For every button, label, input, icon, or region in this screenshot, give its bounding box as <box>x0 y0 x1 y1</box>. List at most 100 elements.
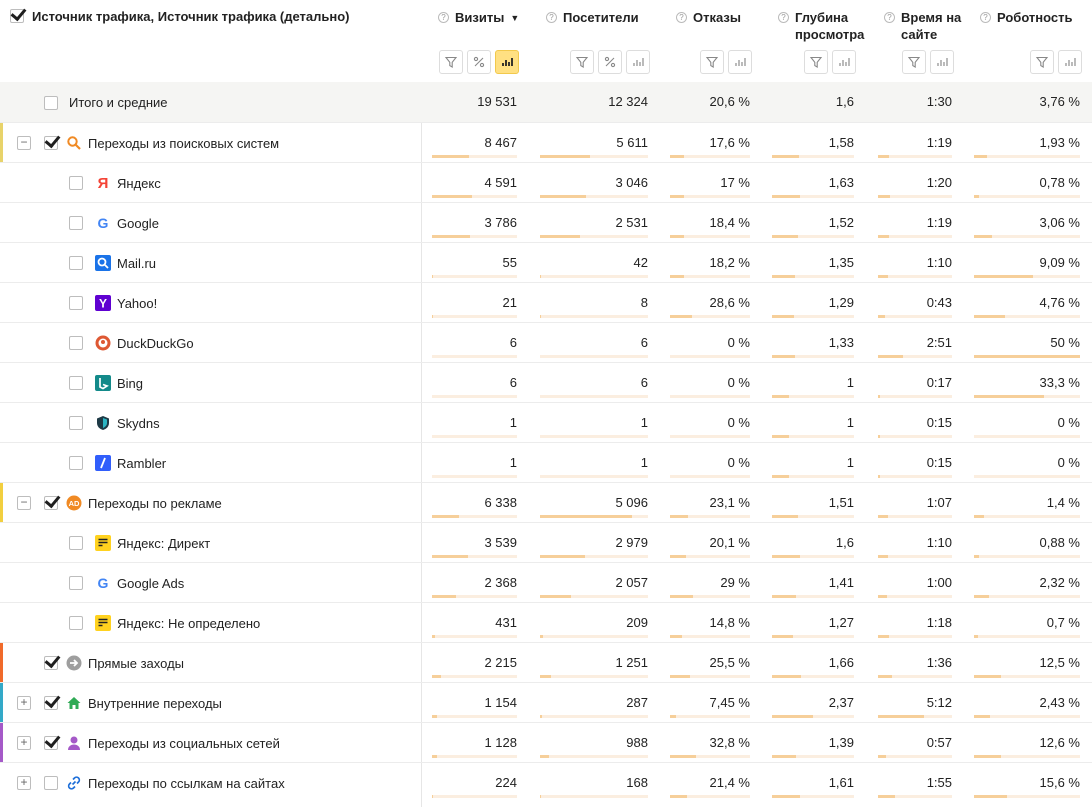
row-label-text[interactable]: Yahoo! <box>117 295 158 311</box>
filter-icon[interactable] <box>902 50 926 74</box>
row-label-text[interactable]: Яндекс: Директ <box>117 535 211 551</box>
column-header-visits[interactable]: ? Визиты ▼ <box>438 9 519 27</box>
row-checkbox[interactable] <box>44 736 58 750</box>
row-label-text[interactable]: Переходы по ссылкам на сайтах <box>88 775 285 791</box>
table-row[interactable]: Rambler 1 1 0 % 1 0:15 0 % <box>0 442 1092 482</box>
bar-chart-icon[interactable] <box>495 50 519 74</box>
row-label-text[interactable]: Переходы из поисковых систем <box>88 135 280 151</box>
cell-bounces: 0 % <box>660 403 758 443</box>
row-checkbox[interactable] <box>69 256 83 270</box>
metric-value: 33,3 % <box>1039 375 1080 390</box>
help-icon[interactable]: ? <box>778 12 789 23</box>
cell-visitors: 3 046 <box>530 163 656 203</box>
row-checkbox[interactable] <box>44 95 58 110</box>
row-label-text[interactable]: Rambler <box>117 455 167 471</box>
help-icon[interactable]: ? <box>676 12 687 23</box>
row-checkbox[interactable] <box>69 296 83 310</box>
row-label: Итого и средние <box>44 95 167 110</box>
header-dimension[interactable]: Источник трафика, Источник трафика (дета… <box>10 8 350 25</box>
cell-time: 1:00 <box>868 563 960 603</box>
table-row[interactable]: Mail.ru 55 42 18,2 % 1,35 1:10 9,09 % <box>0 242 1092 282</box>
row-label-text[interactable]: Mail.ru <box>117 255 157 271</box>
row-label-text[interactable]: Skydns <box>117 415 160 431</box>
row-label-text[interactable]: DuckDuckGo <box>117 335 194 351</box>
filter-icon[interactable] <box>700 50 724 74</box>
filter-icon[interactable] <box>804 50 828 74</box>
table-row[interactable]: DuckDuckGo 6 6 0 % 1,33 2:51 50 % <box>0 322 1092 362</box>
column-header-robots[interactable]: ? Роботность <box>980 9 1073 26</box>
bar-chart-icon[interactable] <box>832 50 856 74</box>
row-checkbox[interactable] <box>44 656 58 670</box>
filter-icon[interactable] <box>570 50 594 74</box>
row-checkbox[interactable] <box>69 176 83 190</box>
table-row[interactable]: Bing 6 6 0 % 1 0:17 33,3 % <box>0 362 1092 402</box>
collapse-button[interactable]: − <box>17 496 31 510</box>
row-label-text[interactable]: Google Ads <box>117 575 185 591</box>
select-all-checkbox[interactable] <box>10 9 24 23</box>
metric-value: 0 % <box>1057 455 1080 470</box>
table-row[interactable]: Яндекс: Не определено 431 209 14,8 % 1,27 1:1… <box>0 602 1092 642</box>
help-icon[interactable]: ? <box>884 12 895 23</box>
column-header-time[interactable]: ? Время на сайте <box>884 9 981 43</box>
group-row[interactable]: + Переходы из социальных сетей 1 128 988 32,… <box>0 722 1092 763</box>
table-row[interactable]: Я Яндекс 4 591 3 046 17 % 1,63 1:20 0,78 % <box>0 162 1092 202</box>
table-row[interactable]: Яндекс: Директ 3 539 2 979 20,1 % 1,6 1:10 0,8… <box>0 522 1092 562</box>
filter-icon[interactable] <box>439 50 463 74</box>
metric-bar <box>878 595 952 598</box>
row-checkbox[interactable] <box>69 376 83 390</box>
metric-value: 0:17 <box>926 375 952 390</box>
collapse-button[interactable]: − <box>17 136 31 150</box>
row-checkbox[interactable] <box>69 216 83 230</box>
row-checkbox[interactable] <box>69 616 83 630</box>
row-label-text[interactable]: Переходы из социальных сетей <box>88 735 280 751</box>
help-icon[interactable]: ? <box>546 12 557 23</box>
row-label-text[interactable]: Яндекс: Не определено <box>117 615 261 631</box>
filter-icon[interactable] <box>1030 50 1054 74</box>
table-row[interactable]: G Google Ads 2 368 2 057 29 % 1,41 1:00 2,32 % <box>0 562 1092 602</box>
group-row[interactable]: − Переходы из поисковых систем 8 467 5 611 1… <box>0 122 1092 163</box>
bar-chart-icon[interactable] <box>1058 50 1082 74</box>
table-row[interactable]: G Google 3 786 2 531 18,4 % 1,52 1:19 3,06 % <box>0 202 1092 242</box>
row-label-text[interactable]: Bing <box>117 375 144 391</box>
row-checkbox[interactable] <box>44 496 58 510</box>
expand-button[interactable]: + <box>17 776 31 790</box>
help-icon[interactable]: ? <box>980 12 991 23</box>
group-row[interactable]: Прямые заходы 2 215 1 251 25,5 % 1,66 1:36 12,… <box>0 642 1092 683</box>
header-time: ? Время на сайте <box>868 0 961 82</box>
row-label-text[interactable]: Google <box>117 215 159 231</box>
help-icon[interactable]: ? <box>438 12 449 23</box>
cell-dimension: Прямые заходы <box>0 643 421 683</box>
expand-button[interactable]: + <box>17 696 31 710</box>
bar-chart-icon[interactable] <box>930 50 954 74</box>
metric-bar <box>670 755 750 758</box>
row-checkbox[interactable] <box>44 776 58 790</box>
table-row[interactable]: Skydns 1 1 0 % 1 0:15 0 % <box>0 402 1092 442</box>
row-checkbox[interactable] <box>69 416 83 430</box>
table-row[interactable]: Y Yahoo! 21 8 28,6 % 1,29 0:43 4,76 % <box>0 282 1092 322</box>
row-label-text[interactable]: Прямые заходы <box>88 655 185 671</box>
percent-icon[interactable] <box>598 50 622 74</box>
row-checkbox[interactable] <box>69 576 83 590</box>
column-header-bounces[interactable]: ? Отказы <box>676 9 741 26</box>
column-header-visitors[interactable]: ? Посетители <box>546 9 639 26</box>
metric-bar <box>974 195 1080 198</box>
bar-chart-icon[interactable] <box>728 50 752 74</box>
row-label-text[interactable]: Переходы по рекламе <box>88 495 222 511</box>
group-row[interactable]: + Переходы по ссылкам на сайтах 224 168 21,4… <box>0 762 1092 802</box>
bar-chart-icon[interactable] <box>626 50 650 74</box>
column-header-depth[interactable]: ? Глубина просмотра <box>778 9 875 43</box>
group-row[interactable]: − AD Переходы по рекламе 6 338 5 096 23,1 % 1,… <box>0 482 1092 523</box>
metric-value: 6 <box>640 375 648 390</box>
row-label-text[interactable]: Яндекс <box>117 175 161 191</box>
row-checkbox[interactable] <box>69 536 83 550</box>
row-label-text[interactable]: Внутренние переходы <box>88 695 222 711</box>
row-checkbox[interactable] <box>44 136 58 150</box>
row-checkbox[interactable] <box>44 696 58 710</box>
group-row[interactable]: + Внутренние переходы 1 154 287 7,45 % 2,37 5:… <box>0 682 1092 723</box>
row-checkbox[interactable] <box>69 456 83 470</box>
sort-desc-icon[interactable]: ▼ <box>510 13 520 23</box>
row-checkbox[interactable] <box>69 336 83 350</box>
metric-bar <box>432 155 517 158</box>
percent-icon[interactable] <box>467 50 491 74</box>
expand-button[interactable]: + <box>17 736 31 750</box>
